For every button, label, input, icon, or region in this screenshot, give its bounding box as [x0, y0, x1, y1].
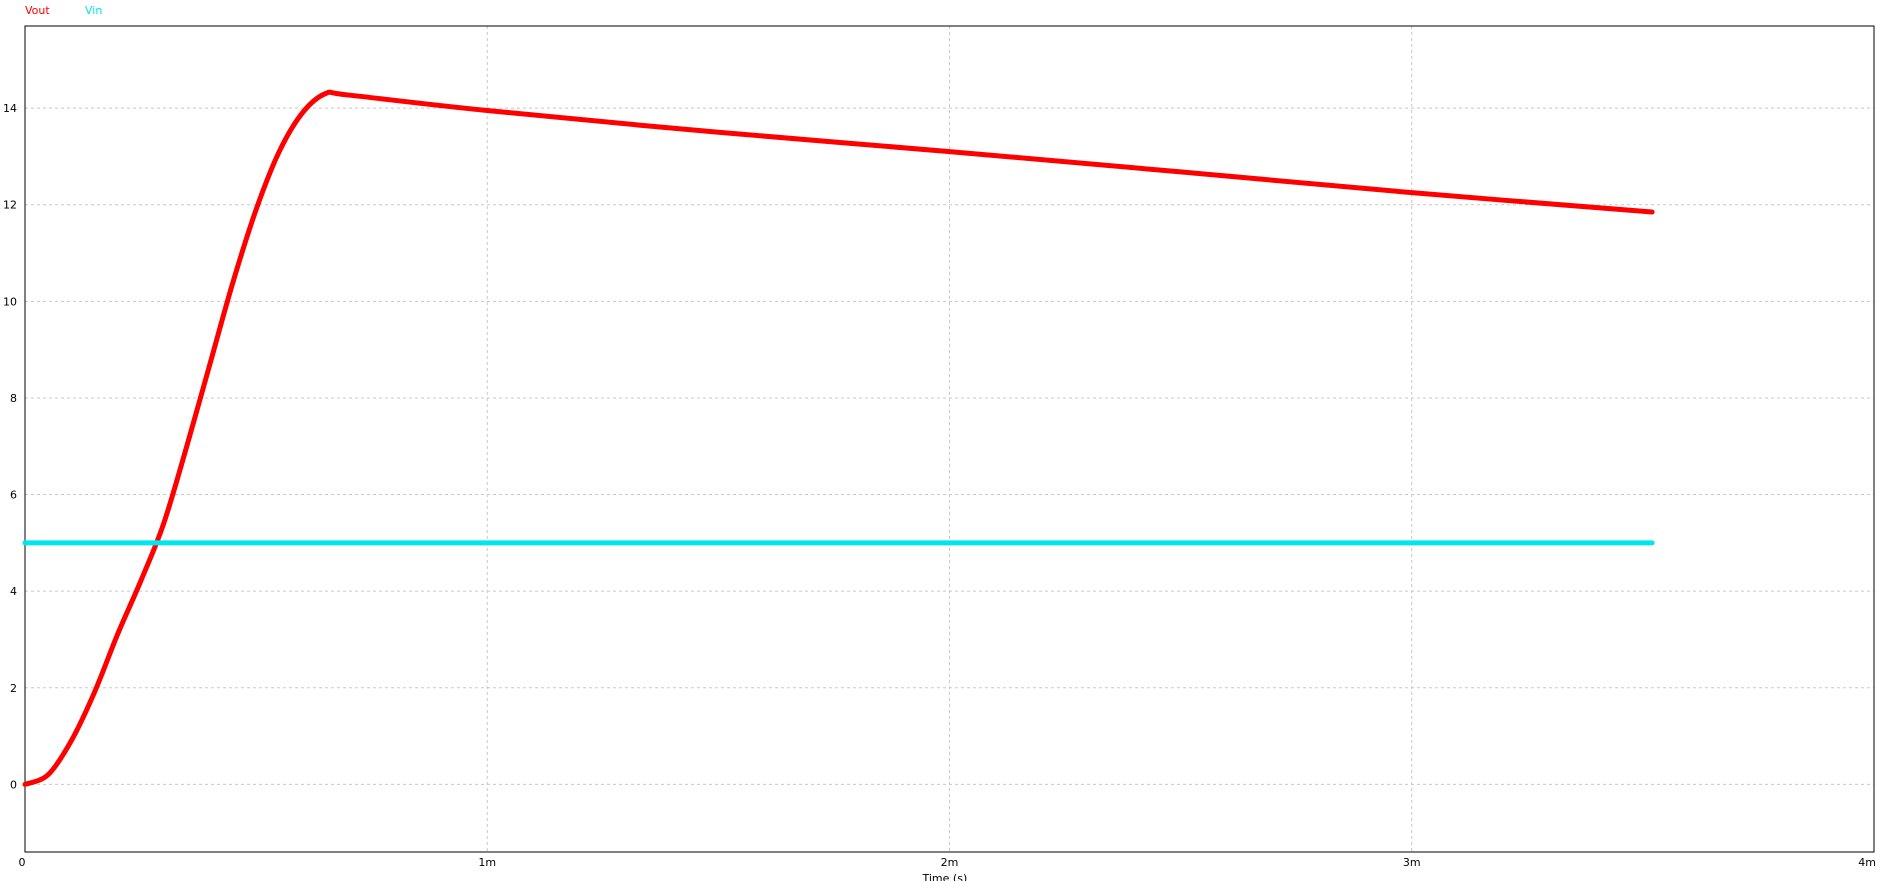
y-tick-label: 14	[3, 102, 17, 115]
series-layer	[22, 89, 1655, 787]
series-line-vout	[22, 89, 1655, 787]
y-tick-label: 4	[10, 585, 17, 598]
legend: Vout Vin	[25, 4, 102, 17]
x-tick-label: 1m	[478, 856, 496, 869]
tick-labels: 0 1m 2m 3m 4m 0 2 4 6 8 10 12 14	[3, 102, 1876, 869]
y-tick-label: 2	[10, 682, 17, 695]
x-tick-label: 2m	[941, 856, 959, 869]
grid	[25, 26, 1874, 852]
y-tick-label: 10	[3, 295, 17, 308]
x-tick-label: 0	[19, 856, 26, 869]
y-tick-label: 6	[10, 489, 17, 502]
legend-entry-vin: Vin	[85, 4, 102, 17]
y-tick-label: 0	[10, 778, 17, 791]
legend-entry-vout: Vout	[25, 4, 50, 17]
x-axis-title: Time (s)	[922, 872, 968, 881]
y-tick-label: 8	[10, 392, 17, 405]
plot-frame	[24, 25, 1875, 853]
x-tick-label: 4m	[1858, 856, 1876, 869]
y-tick-label: 12	[3, 199, 17, 212]
x-tick-label: 3m	[1403, 856, 1421, 869]
